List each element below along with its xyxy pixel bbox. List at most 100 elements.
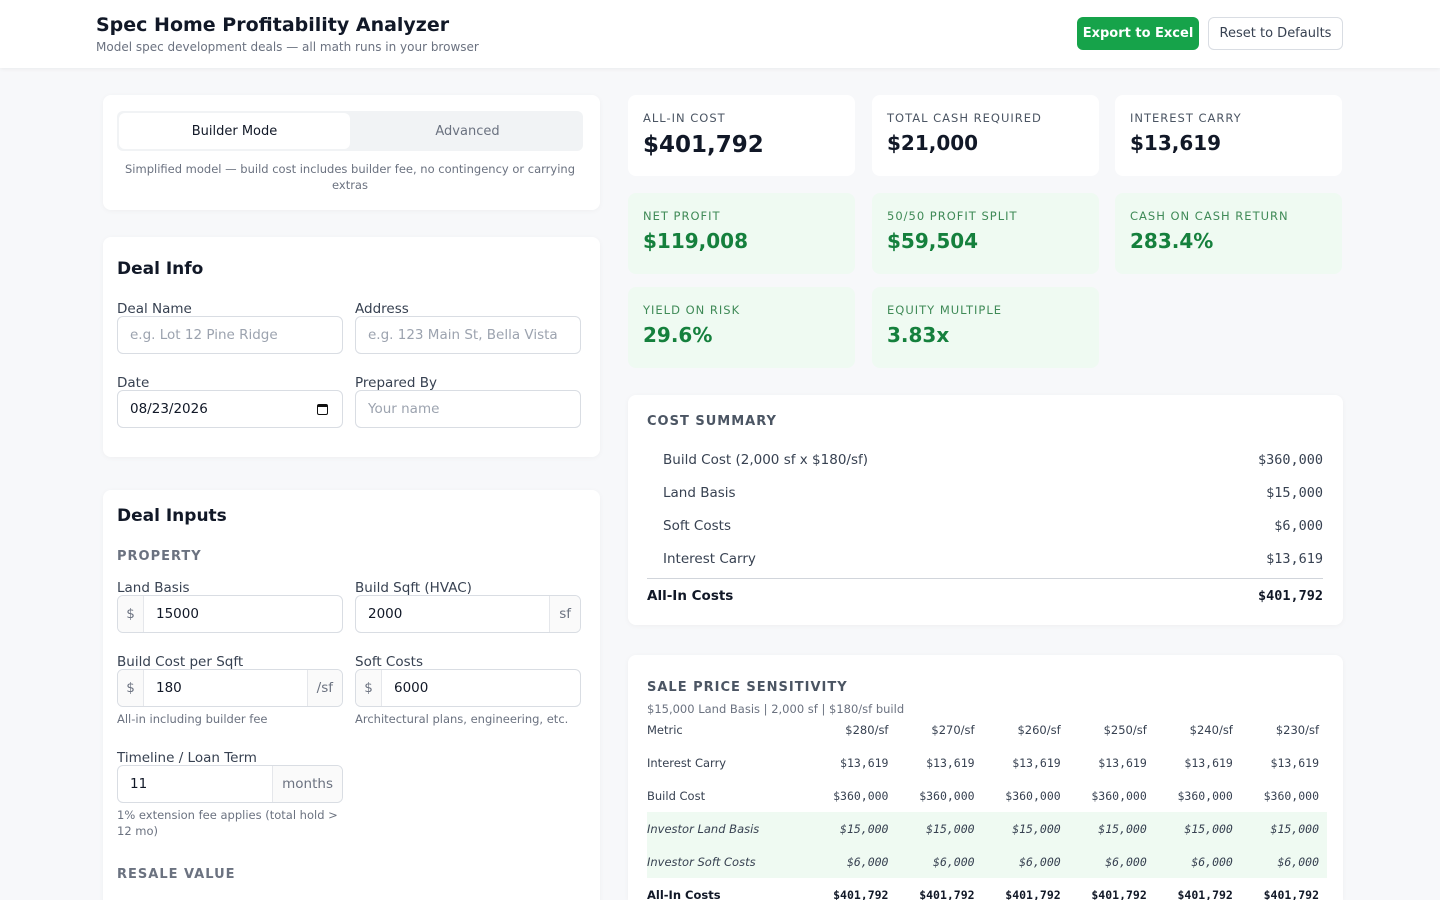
subsection-title: RESALE VALUE: [117, 867, 236, 882]
metric-value: $21,000: [887, 131, 979, 155]
cost-label: Soft Costs: [663, 517, 731, 534]
card-subtitle: $15,000 Land Basis | 2,000 sf | $180/sf …: [647, 702, 905, 716]
cost-label: Land Basis: [663, 484, 736, 501]
table-row: Build Cost $360,000 $360,000 $360,000 $360,0…: [647, 779, 1327, 812]
header-cell: $240/sf: [1189, 722, 1233, 737]
metric-value: $13,619: [1130, 131, 1222, 155]
text-input[interactable]: $180/sf: [117, 669, 343, 707]
table-cell: $401,792: [919, 887, 975, 900]
table-cell: $6,000: [1240, 845, 1327, 878]
card-title: SALE PRICE SENSITIVITY: [647, 680, 848, 695]
field-label: Build Sqft (HVAC): [355, 580, 472, 596]
metric-label: NET PROFIT: [643, 209, 721, 223]
calendar-icon: [317, 403, 328, 415]
field-label: Land Basis: [117, 580, 190, 596]
metric-card: NET PROFIT $119,008: [628, 193, 855, 274]
text-input[interactable]: e.g. Lot 12 Pine Ridge: [117, 316, 343, 354]
text-input[interactable]: Your name: [355, 390, 581, 428]
table-cell: $13,619: [1012, 755, 1061, 770]
table-cell: $13,619: [926, 755, 975, 770]
field-label: Prepared By: [355, 375, 437, 391]
cost-total-row: All-In Costs $401,792: [647, 578, 1323, 613]
metric-card: ALL-IN COST $401,792: [628, 95, 855, 176]
table-cell: $360,000: [833, 788, 889, 803]
mode-tab[interactable]: Builder Mode: [119, 113, 350, 149]
table-cell: $15,000: [1154, 812, 1241, 845]
cost-value: $360,000: [1257, 451, 1323, 468]
table-cell: $360,000: [1263, 788, 1319, 803]
table-cell: $401,792: [1177, 887, 1233, 900]
metric-label: CASH ON CASH RETURN: [1130, 209, 1289, 223]
table-cell: $15,000: [1240, 812, 1327, 845]
field-label: Date: [117, 375, 150, 391]
deal-info-card: Deal Info Deal Name e.g. Lot 12 Pine Ridge…: [103, 237, 600, 457]
text-input[interactable]: e.g. 123 Main St, Bella Vista: [355, 316, 581, 354]
metric-card: TOTAL CASH REQUIRED $21,000: [872, 95, 1099, 176]
metric-value: $401,792: [643, 132, 764, 158]
table-cell: $360,000: [1005, 788, 1061, 803]
table-cell: $401,792: [1091, 887, 1147, 900]
cost-label: Interest Carry: [663, 550, 756, 567]
metric-card: YIELD ON RISK 29.6%: [628, 287, 855, 368]
app-subtitle: Model spec development deals — all math …: [96, 40, 479, 54]
cost-value: $15,000: [1266, 484, 1323, 501]
text-input[interactable]: 2000 sf: [355, 595, 581, 633]
export-button[interactable]: Export to Excel: [1077, 17, 1199, 50]
field-label: Timeline / Loan Term: [117, 750, 257, 766]
metric-label: ALL-IN COST: [643, 111, 726, 125]
table-row: Interest Carry $13,619 $13,619 $13,619 $13,6…: [647, 746, 1327, 779]
deal-inputs-card: Deal Inputs PROPERTY Land Basis $15000 Build…: [103, 490, 600, 900]
table-row: Investor Land Basis $15,000 $15,000 $15,000…: [647, 812, 1327, 845]
table-cell: $401,792: [833, 887, 889, 900]
table-cell: Investor Soft Costs: [647, 845, 811, 878]
input-value: 2000: [368, 606, 403, 622]
text-input[interactable]: $15000: [117, 595, 343, 633]
metric-card: 50/50 PROFIT SPLIT $59,504: [872, 193, 1099, 274]
text-input[interactable]: 11 months: [117, 765, 343, 803]
text-input[interactable]: $6000: [355, 669, 581, 707]
input-prefix: $: [118, 670, 144, 706]
text-input[interactable]: 08/23/2026: [117, 390, 343, 428]
input-placeholder: e.g. 123 Main St, Bella Vista: [368, 327, 558, 343]
metric-value: 29.6%: [643, 323, 713, 347]
card-title: COST SUMMARY: [647, 414, 777, 429]
table-cell: $15,000: [1068, 812, 1155, 845]
section-title: Deal Info: [117, 259, 204, 279]
table-cell: $6,000: [810, 845, 897, 878]
input-prefix: $: [118, 596, 144, 632]
input-suffix: /sf: [306, 670, 342, 706]
table-cell: $360,000: [1177, 788, 1233, 803]
metric-value: $119,008: [643, 229, 749, 253]
cost-value: $401,792: [1257, 588, 1323, 604]
mode-note: Simplified model — build cost includes b…: [125, 162, 575, 192]
cost-label: Build Cost (2,000 sf x $180/sf): [663, 451, 869, 468]
input-value: 6000: [394, 680, 429, 696]
reset-button[interactable]: Reset to Defaults: [1208, 17, 1343, 50]
table-cell: $15,000: [896, 812, 983, 845]
table-cell: $6,000: [1068, 845, 1155, 878]
metric-value: $59,504: [887, 229, 979, 253]
metric-card: INTEREST CARRY $13,619: [1115, 95, 1342, 176]
table-cell: $401,792: [1005, 887, 1061, 900]
metric-label: 50/50 PROFIT SPLIT: [887, 209, 1018, 223]
cost-value: $6,000: [1274, 517, 1323, 534]
table-row: Investor Soft Costs $6,000 $6,000 $6,000 $6,…: [647, 845, 1327, 878]
table-cell: $6,000: [982, 845, 1069, 878]
table-cell: $401,792: [1263, 887, 1319, 900]
mode-tab[interactable]: Advanced: [435, 123, 500, 139]
field-label: Soft Costs: [355, 654, 423, 670]
table-cell: $15,000: [982, 812, 1069, 845]
metric-value: 3.83x: [887, 323, 950, 347]
field-hint: Architectural plans, engineering, etc.: [355, 712, 569, 726]
header-cell: Metric: [647, 722, 683, 737]
table-cell: $13,619: [1270, 755, 1319, 770]
metric-card: CASH ON CASH RETURN 283.4%: [1115, 193, 1342, 274]
input-prefix: $: [356, 670, 382, 706]
input-value: 15000: [156, 606, 199, 622]
table-header-row: Metric $280/sf $270/sf $260/sf $250/sf $240/s…: [647, 713, 1327, 746]
metric-value: 283.4%: [1130, 229, 1214, 253]
sensitivity-table: Metric $280/sf $270/sf $260/sf $250/sf $240/s…: [647, 713, 1327, 900]
metric-card: EQUITY MULTIPLE 3.83x: [872, 287, 1099, 368]
table-cell: $13,619: [1098, 755, 1147, 770]
table-cell: $15,000: [810, 812, 897, 845]
